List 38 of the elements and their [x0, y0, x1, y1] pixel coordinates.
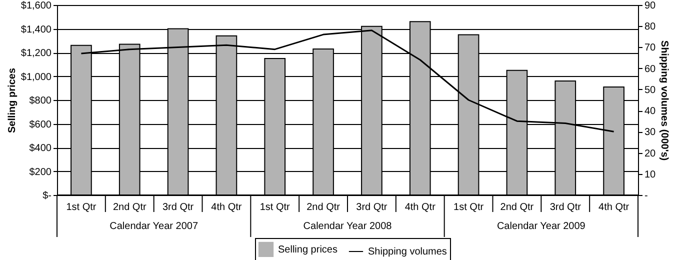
y2-tick-label: 10: [644, 169, 656, 180]
y-tick-label: $400: [29, 143, 52, 154]
y-tick-label: $1,000: [20, 72, 52, 83]
y2-tick-label: 40: [644, 106, 656, 118]
x-tick-label: 3rd Qtr: [356, 202, 388, 213]
x-tick-label: 2nd Qtr: [306, 202, 341, 213]
x-tick-label: 2nd Qtr: [112, 202, 147, 213]
x-tick-label: 4th Qtr: [598, 202, 630, 213]
x-tick-label: 1st Qtr: [454, 202, 484, 213]
x-tick-label: 2nd Qtr: [500, 202, 534, 213]
y2-tick-label: 90: [644, 0, 656, 12]
y-tick-label: $600: [29, 119, 52, 130]
y-tick-label: $800: [29, 96, 52, 106]
y2-tick-label: 70: [644, 42, 656, 54]
y-axis-title: Selling prices: [6, 68, 18, 134]
y2-tick-label: 20: [644, 148, 656, 160]
text: Calendar Year 2008: [303, 221, 392, 232]
y2-tick-label: 60: [644, 64, 656, 75]
y2-axis-title: Shipping volumes (000's): [658, 40, 670, 161]
legend-label: Selling prices: [278, 244, 338, 256]
y2-tick-label: -: [644, 190, 648, 202]
y-tick-label: $1,400: [20, 24, 52, 36]
y-tick-label: $-: [42, 190, 52, 202]
y2-tick-label: 80: [644, 22, 656, 33]
y-tick-label: $1,200: [20, 48, 52, 59]
y-tick-label: $1,600: [20, 0, 52, 12]
x-tick-label: 1st Qtr: [66, 202, 97, 213]
x-tick-label: 3rd Qtr: [162, 202, 194, 213]
legend-label: Shipping volumes: [368, 246, 447, 258]
x-tick-label: 4th Qtr: [211, 202, 242, 213]
x-tick-label: 3rd Qtr: [550, 202, 582, 213]
text: Calendar Year 2007: [110, 221, 198, 232]
x-tick-label: 1st Qtr: [260, 202, 291, 213]
x-tick-label: 4th Qtr: [404, 202, 436, 213]
y2-tick-label: 30: [644, 127, 656, 138]
y2-tick-label: 50: [644, 84, 656, 96]
y-tick-label: $200: [29, 166, 52, 178]
text: Calendar Year 2009: [496, 221, 586, 232]
